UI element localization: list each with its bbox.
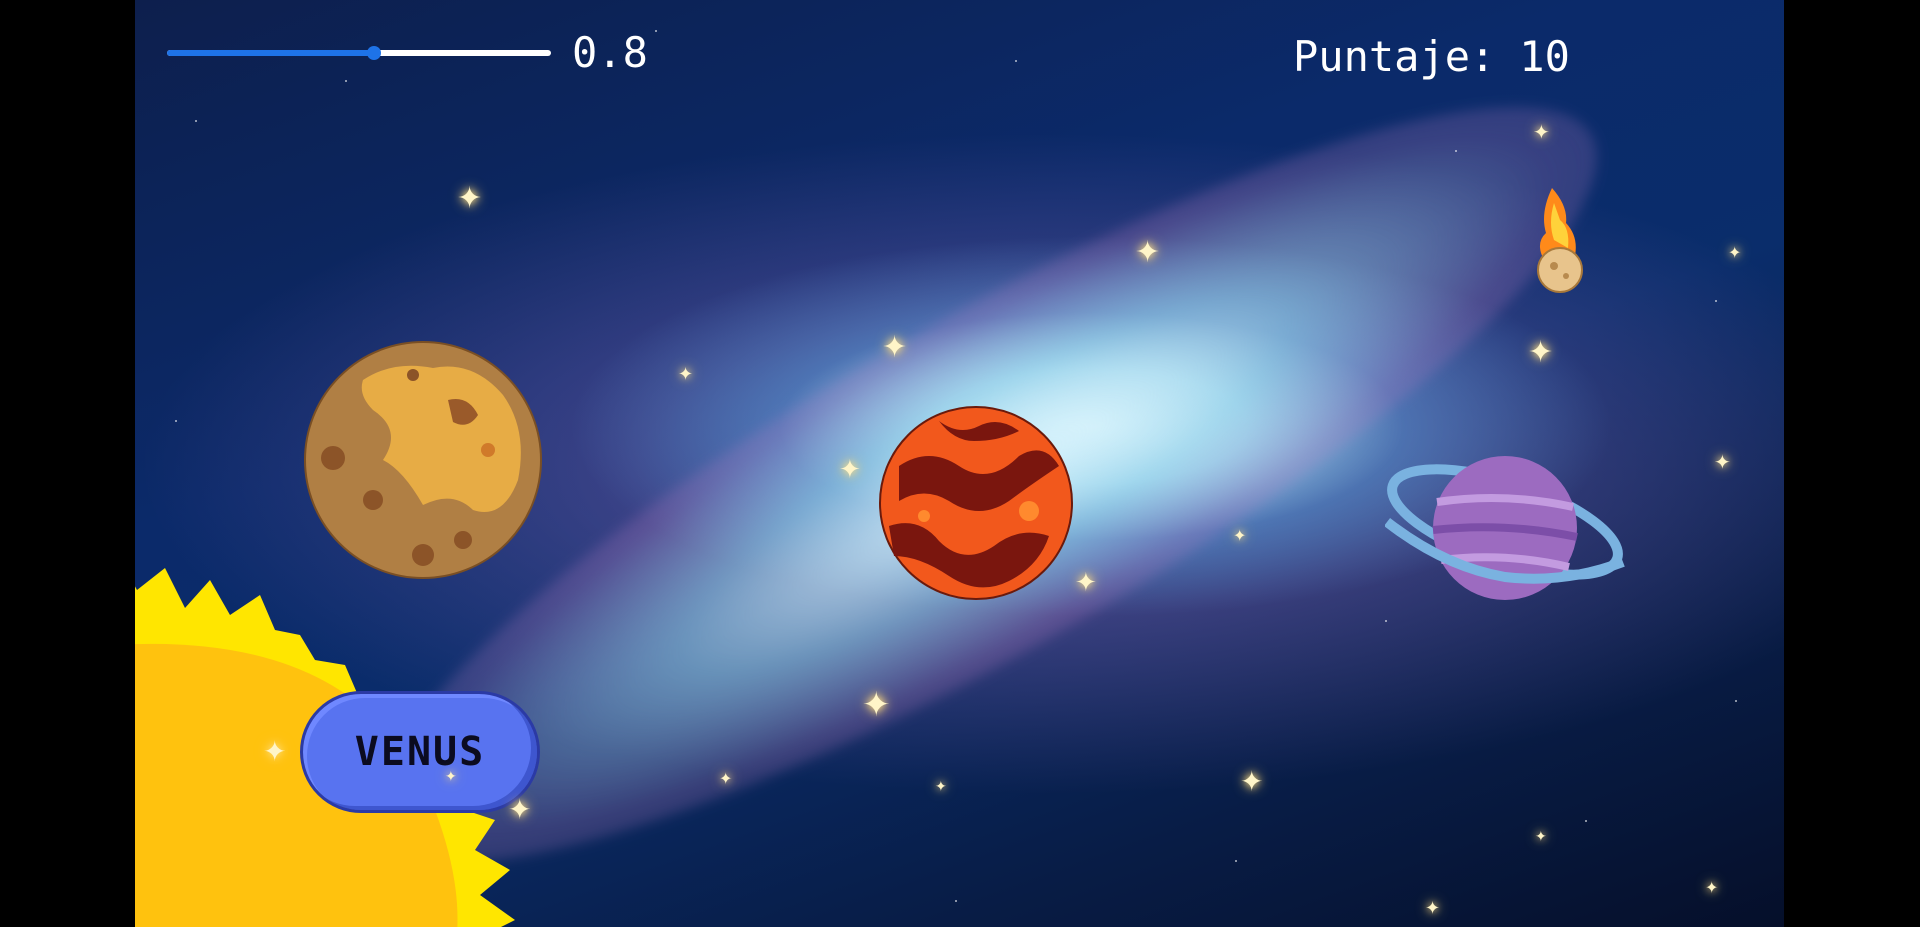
background-star xyxy=(1715,300,1717,302)
sparkle-star-icon: ✦ xyxy=(719,769,733,788)
sparkle-star-icon: ✦ xyxy=(508,793,532,826)
sparkle-star-icon: ✦ xyxy=(862,685,891,725)
slider-value-label: 0.8 xyxy=(572,28,648,77)
sparkle-star-icon: ✦ xyxy=(1528,335,1554,370)
sparkle-star-icon: ✦ xyxy=(263,735,287,768)
game-canvas: ✦ ✦ ✦ ✦ ✦ ✦ ✦ ✦ ✦ ✦ ✦ ✦ ✦ ✦ ✦ ✦ ✦ ✦ xyxy=(135,0,1784,927)
speed-slider[interactable] xyxy=(167,44,551,62)
comet xyxy=(1537,188,1583,293)
background-star xyxy=(1455,150,1457,152)
sparkle-star-icon: ✦ xyxy=(1135,235,1161,270)
sparkle-star-icon: ✦ xyxy=(1425,898,1441,919)
background-star xyxy=(1735,700,1737,702)
sparkle-star-icon: ✦ xyxy=(678,364,694,385)
sparkle-star-icon: ✦ xyxy=(1233,526,1247,545)
sparkle-star-icon: ✦ xyxy=(935,779,947,795)
lava-planet xyxy=(879,406,1073,600)
sparkle-star-icon: ✦ xyxy=(445,769,457,785)
background-star xyxy=(195,120,197,122)
background-star xyxy=(175,420,177,422)
background-star xyxy=(1235,860,1237,862)
background-star xyxy=(345,80,347,82)
sparkle-star-icon: ✦ xyxy=(1533,120,1550,144)
score-value: 10 xyxy=(1519,32,1570,81)
sparkle-star-icon: ✦ xyxy=(1240,765,1264,798)
score-label: Puntaje: xyxy=(1293,32,1496,81)
sparkle-star-icon: ✦ xyxy=(882,330,908,365)
letterbox-right xyxy=(1784,0,1920,927)
sparkle-star-icon: ✦ xyxy=(1705,878,1719,897)
sparkle-star-icon: ✦ xyxy=(1075,568,1097,598)
sparkle-star-icon: ✦ xyxy=(457,181,483,216)
answer-button[interactable]: VENUS xyxy=(300,691,540,813)
slider-thumb[interactable] xyxy=(367,46,382,60)
sparkle-star-icon: ✦ xyxy=(1535,829,1547,845)
letterbox-left xyxy=(0,0,135,927)
sparkle-star-icon: ✦ xyxy=(1714,450,1731,474)
background-star xyxy=(1015,60,1017,62)
sparkle-star-icon: ✦ xyxy=(839,455,861,485)
background-star xyxy=(955,900,957,902)
score-display: Puntaje: 10 xyxy=(1293,32,1570,81)
background-star xyxy=(1385,620,1387,622)
background-star xyxy=(655,30,657,32)
venus-planet xyxy=(304,341,542,579)
sparkle-star-icon: ✦ xyxy=(1728,243,1742,262)
ringed-planet xyxy=(1385,456,1625,600)
background-star xyxy=(1585,820,1587,822)
slider-fill xyxy=(167,50,375,56)
